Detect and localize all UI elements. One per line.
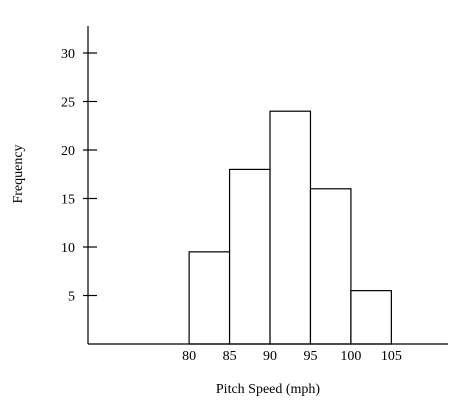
histogram-bar-90-95: [269, 110, 312, 345]
y-axis-label: Frequency: [11, 144, 26, 203]
axes-group: [87, 26, 448, 345]
x-axis-label: Pitch Speed (mph): [216, 382, 321, 397]
y-tick-label-25: 25: [61, 96, 75, 111]
x-tick-label-90: 90: [263, 349, 277, 364]
y-tick-label-20: 20: [61, 144, 75, 159]
x-tick-label-105: 105: [381, 349, 402, 364]
x-tick-label-100: 100: [340, 349, 361, 364]
x-tick-label-85: 85: [223, 349, 237, 364]
bars-group: [188, 110, 392, 345]
x-tick-label-80: 80: [182, 349, 196, 364]
y-tick-label-10: 10: [61, 241, 75, 256]
x-ticks-group: 80 85 90 95 100 105: [182, 349, 402, 364]
histogram-bar-80-85: [188, 251, 231, 345]
histogram-bar-85-90: [228, 168, 271, 345]
y-tick-label-5: 5: [68, 290, 75, 305]
histogram-bar-95-100: [309, 188, 352, 345]
y-ticks-group: 5 10 15 20 25 30: [61, 47, 97, 305]
y-tick-label-30: 30: [61, 47, 75, 62]
histogram-bar-100-105: [350, 290, 392, 345]
y-tick-label-15: 15: [61, 193, 75, 208]
x-tick-label-95: 95: [303, 349, 317, 364]
